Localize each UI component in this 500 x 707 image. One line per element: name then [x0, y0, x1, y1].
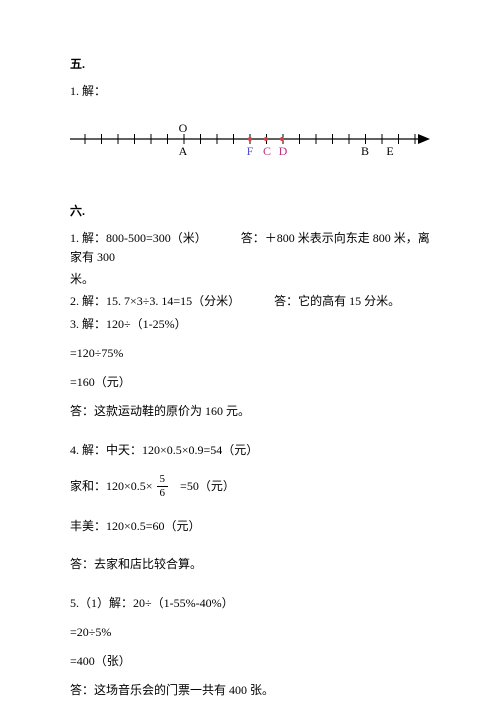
svg-text:C: C [263, 144, 271, 158]
s6-4-l2a: 家和：120×0.5× [70, 477, 153, 496]
svg-text:A: A [179, 144, 188, 158]
svg-text:D: D [279, 144, 288, 158]
svg-text:O: O [179, 121, 188, 135]
s6-4-l2b: =50（元） [180, 477, 235, 496]
s5-item1-label: 1. 解： [70, 82, 430, 101]
section-5-title: 五. [70, 55, 430, 74]
s6-5-line1: 5.（1）解：20÷（1-55%-40%） [70, 594, 430, 613]
s6-3-line3: =160（元） [70, 373, 430, 392]
s6-5-line3: =400（张） [70, 652, 430, 671]
svg-text:F: F [247, 144, 254, 158]
s6-2-line1: 2. 解：15. 7×3÷3. 14=15（分米） 答：它的高有 15 分米。 [70, 292, 430, 311]
s6-2-ans: 答：它的高有 15 分米。 [274, 294, 400, 308]
svg-text:E: E [386, 144, 393, 158]
s6-4-line3: 丰美：120×0.5=60（元） [70, 517, 430, 536]
s6-3-line1: 3. 解：120÷（1-25%） [70, 315, 430, 334]
s6-1-line2: 米。 [70, 270, 430, 289]
s6-3-line2: =120÷75% [70, 344, 430, 363]
s6-2-expr: 2. 解：15. 7×3÷3. 14=15（分米） [70, 294, 240, 308]
number-line-diagram: OA FCD B E [70, 119, 430, 161]
s6-5-line2: =20÷5% [70, 623, 430, 642]
frac-den: 6 [157, 487, 169, 499]
s6-4-answer: 答：去家和店比较合算。 [70, 555, 430, 574]
s6-4-line1: 4. 解：中天：120×0.5×0.9=54（元） [70, 441, 430, 460]
section-6-title: 六. [70, 202, 430, 221]
frac-num: 5 [157, 474, 169, 487]
s6-1-expr: 1. 解：800-500=300（米） [70, 231, 207, 245]
s6-4-line2: 家和：120×0.5× 5 6 =50（元） [70, 474, 430, 499]
section-6: 六. 1. 解：800-500=300（米） 答：＋800 米表示向东走 800… [70, 202, 430, 701]
s6-3-answer: 答：这款运动鞋的原价为 160 元。 [70, 402, 430, 421]
s6-1-line1: 1. 解：800-500=300（米） 答：＋800 米表示向东走 800 米，… [70, 229, 430, 267]
s6-5-answer: 答：这场音乐会的门票一共有 400 张。 [70, 681, 430, 700]
section-5: 五. 1. 解： OA FCD B E [70, 55, 430, 188]
fraction-5-6: 5 6 [157, 474, 169, 499]
svg-text:B: B [361, 144, 369, 158]
